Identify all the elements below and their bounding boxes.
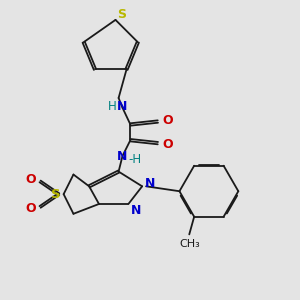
- Text: O: O: [162, 114, 173, 127]
- Text: N: N: [145, 177, 155, 190]
- Text: O: O: [25, 173, 36, 186]
- Text: -H: -H: [129, 153, 142, 166]
- Text: H: H: [108, 100, 117, 113]
- Text: O: O: [25, 202, 36, 215]
- Text: N: N: [117, 150, 128, 164]
- Text: S: S: [117, 8, 126, 22]
- Text: CH₃: CH₃: [179, 239, 200, 249]
- Text: O: O: [162, 138, 173, 151]
- Text: S: S: [51, 188, 61, 201]
- Text: N: N: [117, 100, 128, 113]
- Text: N: N: [131, 204, 141, 218]
